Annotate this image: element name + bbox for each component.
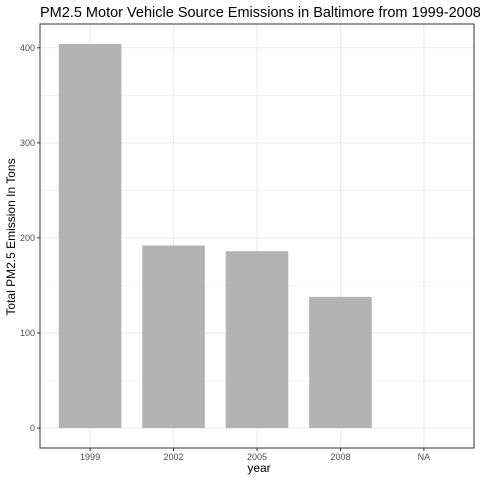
bar <box>309 296 372 429</box>
bar <box>142 245 205 429</box>
x-tick-label: 1999 <box>80 452 100 462</box>
chart-title: PM2.5 Motor Vehicle Source Emissions in … <box>40 5 480 21</box>
x-tick-label: 2005 <box>247 452 267 462</box>
x-tick-label: NA <box>418 452 431 462</box>
y-axis-title: Total PM2.5 Emission In Tons <box>4 158 18 315</box>
y-tick-label: 100 <box>20 328 35 338</box>
bar <box>58 43 122 429</box>
x-tick-label: 2008 <box>330 452 350 462</box>
y-tick-label: 300 <box>20 138 35 148</box>
y-axis: 0 100 200 300 400 <box>20 43 40 433</box>
y-tick-label: 400 <box>20 43 35 53</box>
x-axis: 1999 2002 2005 2008 NA <box>80 448 430 462</box>
x-tick-label: 2002 <box>164 452 184 462</box>
x-axis-title: year <box>247 461 270 475</box>
y-tick-label: 200 <box>20 233 35 243</box>
bars <box>58 43 372 429</box>
bar <box>225 251 289 429</box>
y-tick-label: 0 <box>30 423 35 433</box>
